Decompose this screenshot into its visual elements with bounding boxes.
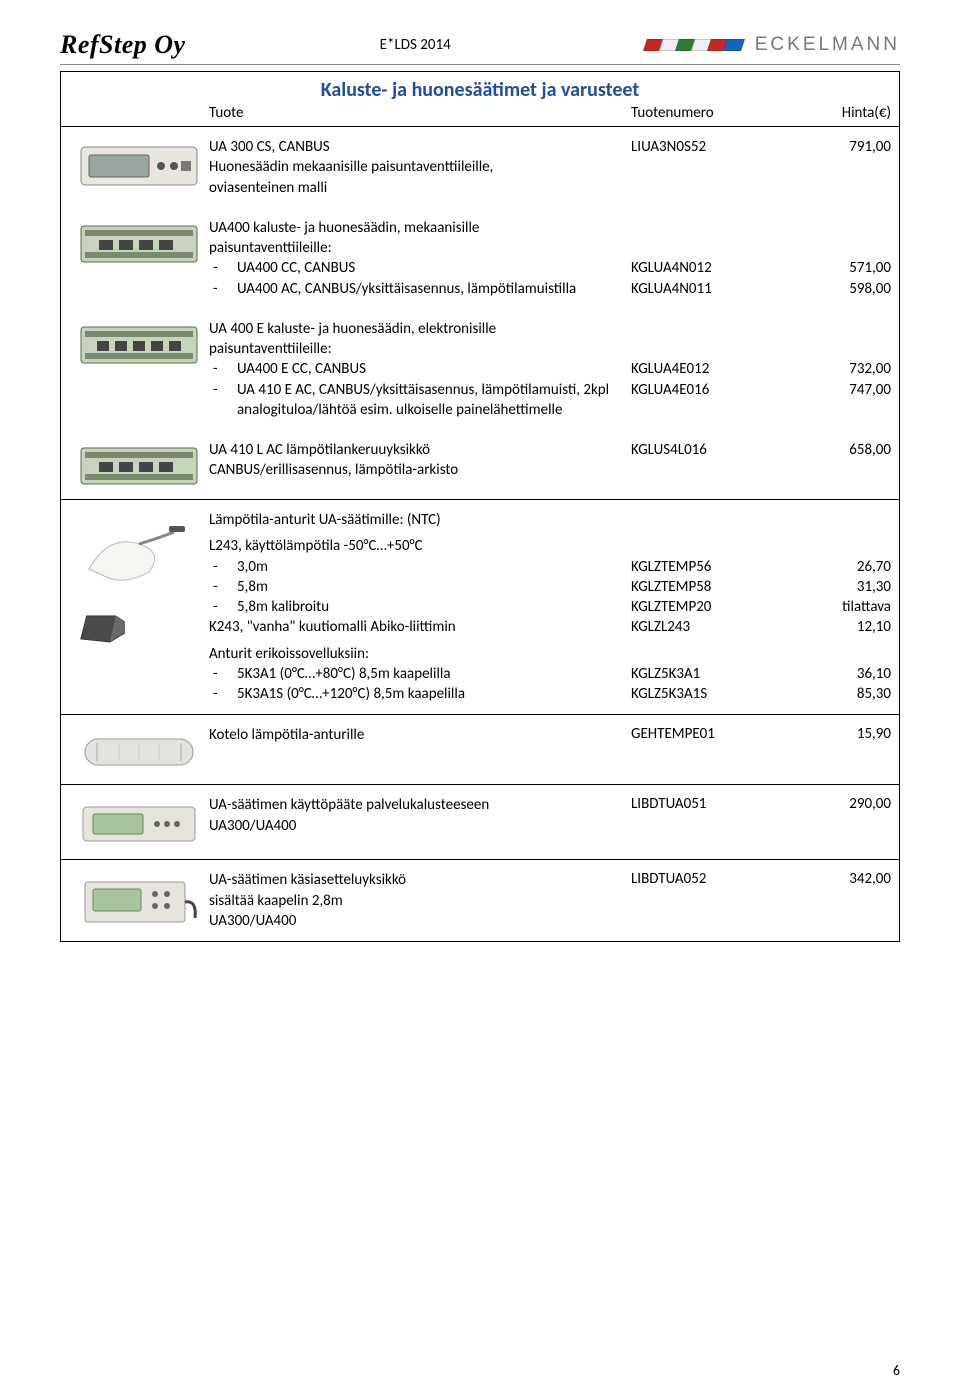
page-number: 6 xyxy=(893,1362,900,1379)
table-row: UA400 kaluste- ja huonesäädin, mekaanisi… xyxy=(61,208,899,309)
code: LIBDTUA052 xyxy=(631,870,781,888)
price: 791,00 xyxy=(781,137,891,157)
product-image xyxy=(69,610,139,645)
desc-line: oviasenteinen malli xyxy=(209,178,623,198)
col-price: Hinta(€) xyxy=(781,104,891,122)
product-image xyxy=(79,799,199,849)
flag-stripe xyxy=(723,39,745,51)
desc-line: CANBUS/erillisasennus, lämpötila-arkisto xyxy=(209,460,623,480)
price: 747,00 xyxy=(781,380,891,400)
desc-line: UA-säätimen käyttöpääte palvelukalustees… xyxy=(209,795,623,815)
price: 36,10 xyxy=(781,664,891,684)
list-item: 5K3A1 (0°C…+80°C) 8,5m kaapelilla xyxy=(209,664,623,684)
list-item: UA400 AC, CANBUS/yksittäisasennus, lämpö… xyxy=(209,279,623,299)
col-code: Tuotenumero xyxy=(631,104,781,122)
price: 31,30 xyxy=(781,577,891,597)
price: 15,90 xyxy=(781,725,891,743)
price: 658,00 xyxy=(781,440,891,460)
price: 12,10 xyxy=(781,617,891,637)
code: KGLUS4L016 xyxy=(631,440,781,460)
desc-line: UA 400 E kaluste- ja huonesäädin, elektr… xyxy=(209,319,623,339)
code: KGLZ5K3A1S xyxy=(631,684,781,704)
product-image xyxy=(79,444,199,489)
desc-line: Kotelo lämpötila-anturille xyxy=(209,725,623,745)
price: 732,00 xyxy=(781,359,891,379)
table-row: Kotelo lämpötila-anturille GEHTEMPE01 15… xyxy=(61,715,899,785)
col-product: Tuote xyxy=(209,104,631,122)
table-row: UA 300 CS, CANBUS Huonesäädin mekaanisil… xyxy=(61,127,899,208)
heading: Anturit erikoissovelluksiin: xyxy=(209,644,623,664)
table-row: UA-säätimen käsiasetteluyksikkö sisältää… xyxy=(61,860,899,941)
list-item: 3,0m xyxy=(209,557,623,577)
table-row: Lämpötila-anturit UA-säätimille: (NTC) L… xyxy=(61,500,899,715)
desc-line: UA 410 L AC lämpötilankeruuyksikkö xyxy=(209,440,623,460)
list-item: UA 410 E AC, CANBUS/yksittäisasennus, lä… xyxy=(209,380,623,421)
section-title: Kaluste- ja huonesäätimet ja varusteet xyxy=(61,72,899,104)
product-image xyxy=(69,514,189,584)
code: KGLUA4N012 xyxy=(631,258,781,278)
code: LIBDTUA051 xyxy=(631,795,781,813)
list-item: 5,8m kalibroitu xyxy=(209,597,623,617)
code: KGLZTEMP20 xyxy=(631,597,781,617)
price: 598,00 xyxy=(781,279,891,299)
price: 290,00 xyxy=(781,795,891,813)
price: 26,70 xyxy=(781,557,891,577)
desc-line: sisältää kaapelin 2,8m xyxy=(209,891,623,911)
desc-line: paisuntaventtiileille: xyxy=(209,339,623,359)
code: KGLZTEMP56 xyxy=(631,557,781,577)
product-image xyxy=(79,141,199,191)
code: LIUA3N0S52 xyxy=(631,137,781,157)
header-right: ECKELMANN xyxy=(645,34,900,56)
code: GEHTEMPE01 xyxy=(631,725,781,743)
list-item: UA400 CC, CANBUS xyxy=(209,258,623,278)
table-row: UA 400 E kaluste- ja huonesäädin, elektr… xyxy=(61,309,899,430)
heading: L243, käyttölämpötila -50°C…+50°C xyxy=(209,536,623,556)
price: 342,00 xyxy=(781,870,891,888)
list-item: 5,8m xyxy=(209,577,623,597)
desc-line: UA400 kaluste- ja huonesäädin, mekaanisi… xyxy=(209,218,623,238)
code: KGLUA4E012 xyxy=(631,359,781,379)
code: KGLZL243 xyxy=(631,617,781,637)
page-header: RefStep Oy E*LDS 2014 ECKELMANN xyxy=(60,30,900,65)
eckelmann-logo: ECKELMANN xyxy=(755,34,900,56)
header-title: E*LDS 2014 xyxy=(186,36,645,54)
code: KGLUA4N011 xyxy=(631,279,781,299)
desc-line: Huonesäädin mekaanisille paisuntaventtii… xyxy=(209,157,623,177)
code: KGLZTEMP58 xyxy=(631,577,781,597)
heading: Lämpötila-anturit UA-säätimille: (NTC) xyxy=(209,510,623,530)
price: 85,30 xyxy=(781,684,891,704)
list-item: 5K3A1S (0°C…+120°C) 8,5m kaapelilla xyxy=(209,684,623,704)
product-image xyxy=(79,323,199,368)
code: KGLUA4E016 xyxy=(631,380,781,400)
desc-line: K243, "vanha" kuutiomalli Abiko-liittimi… xyxy=(209,617,623,637)
flag-icons xyxy=(645,39,741,51)
product-image xyxy=(79,222,199,267)
refstep-logo: RefStep Oy xyxy=(60,30,186,60)
table-row: UA 410 L AC lämpötilankeruuyksikkö CANBU… xyxy=(61,430,899,500)
price: 571,00 xyxy=(781,258,891,278)
table-row: UA-säätimen käyttöpääte palvelukalustees… xyxy=(61,785,899,860)
main-table: Kaluste- ja huonesäätimet ja varusteet T… xyxy=(60,71,900,942)
price: tilattava xyxy=(781,597,891,617)
desc-line: UA300/UA400 xyxy=(209,816,623,836)
column-headers: Tuote Tuotenumero Hinta(€) xyxy=(61,104,899,127)
code: KGLZ5K3A1 xyxy=(631,664,781,684)
product-image xyxy=(79,729,199,774)
desc-line: paisuntaventtiileille: xyxy=(209,238,623,258)
desc-line: UA300/UA400 xyxy=(209,911,623,931)
desc-line: UA-säätimen käsiasetteluyksikkö xyxy=(209,870,623,890)
desc-line: UA 300 CS, CANBUS xyxy=(209,137,623,157)
list-item: UA400 E CC, CANBUS xyxy=(209,359,623,379)
product-image xyxy=(79,874,199,929)
